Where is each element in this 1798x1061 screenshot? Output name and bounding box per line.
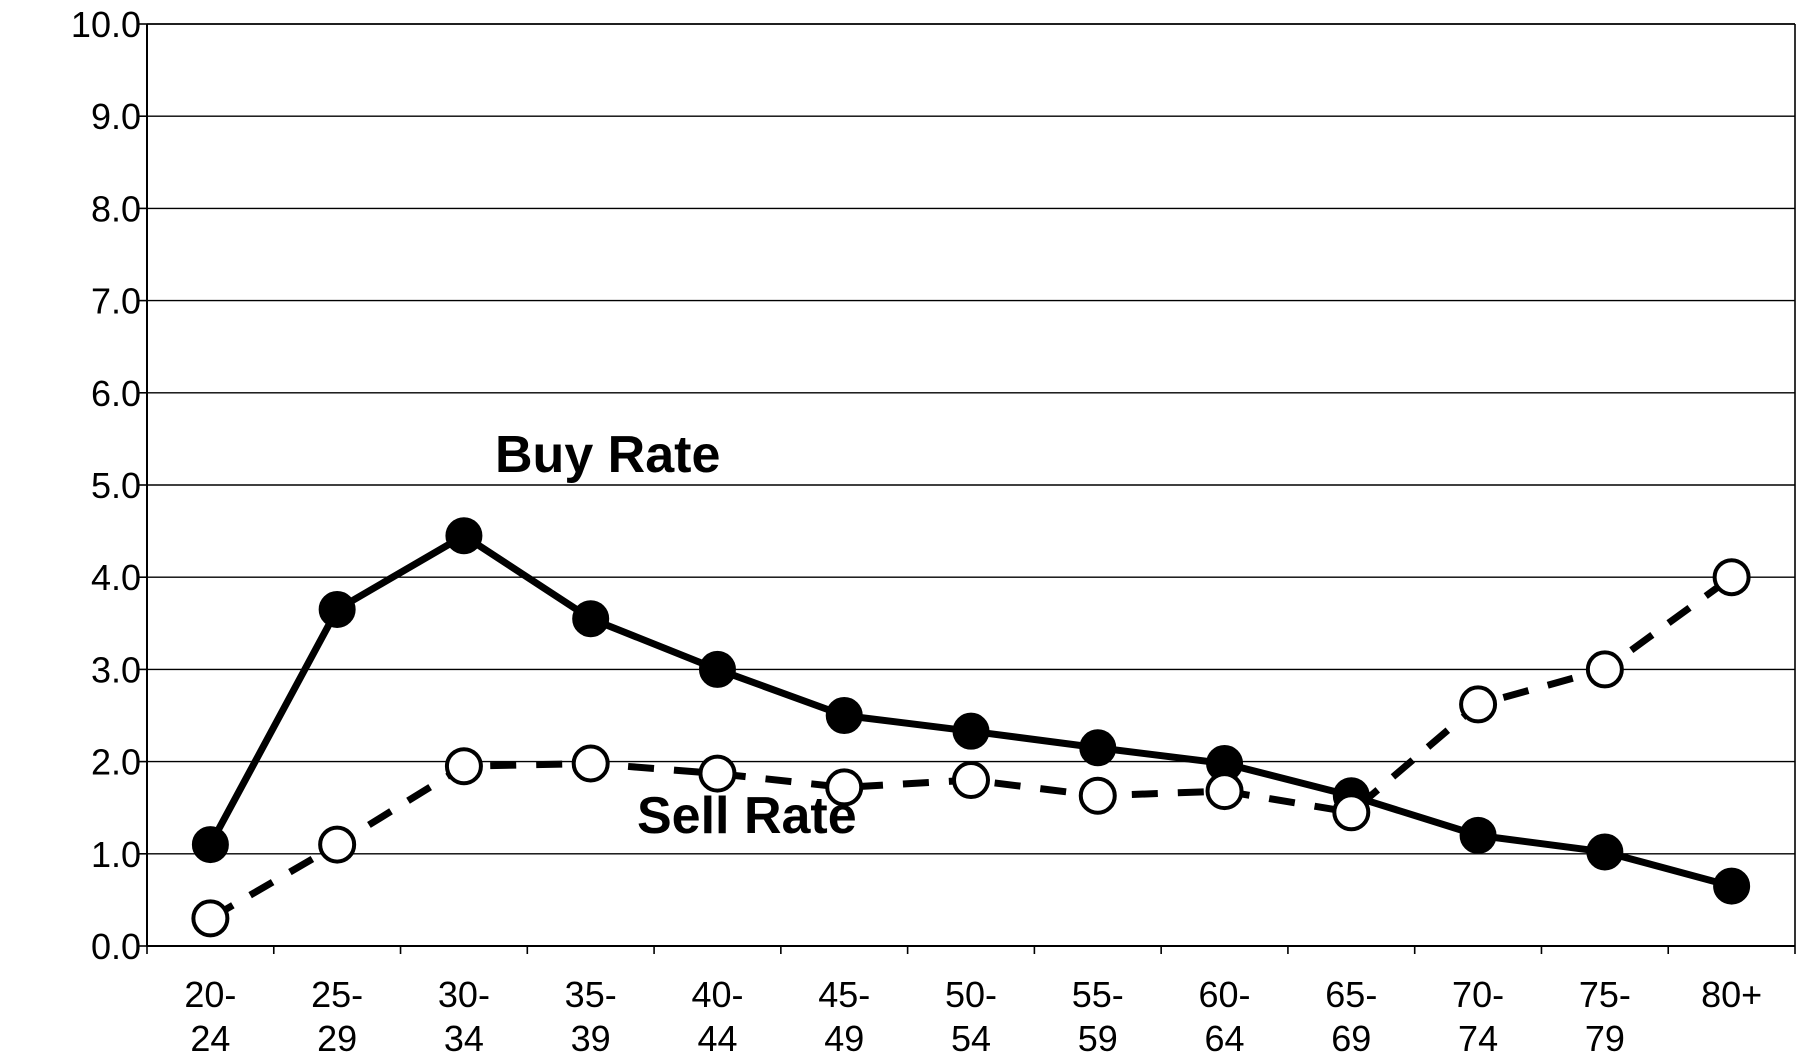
x-tick-label: 20-24 [184, 974, 236, 1056]
y-tick-label: 7.0 [91, 281, 141, 322]
data-point-sell-rate [1205, 772, 1244, 811]
x-tick-label-line: 50- [945, 974, 997, 1015]
x-tick-label: 65-69 [1325, 974, 1377, 1056]
x-tick-label-line: 79 [1585, 1018, 1625, 1056]
x-tick-label-line: 39 [571, 1018, 611, 1056]
y-tick-label: 6.0 [91, 373, 141, 414]
data-point-buy-rate [952, 712, 990, 750]
x-tick-label: 80+ [1701, 974, 1762, 1015]
data-point-sell-rate [571, 744, 610, 783]
x-tick-label: 25-29 [311, 974, 363, 1056]
data-point-buy-rate [572, 600, 610, 638]
x-tick-label-line: 70- [1452, 974, 1504, 1015]
x-tick-label-line: 65- [1325, 974, 1377, 1015]
x-tick-label: 70-74 [1452, 974, 1504, 1056]
y-tick-label: 3.0 [91, 649, 141, 690]
x-tick-label-line: 40- [691, 974, 743, 1015]
data-point-sell-rate [191, 899, 230, 938]
x-tick-label-line: 74 [1458, 1018, 1498, 1056]
x-tick-label: 35-39 [565, 974, 617, 1056]
data-point-buy-rate [318, 590, 356, 628]
data-point-buy-rate [1459, 816, 1497, 854]
x-tick-label: 40-44 [691, 974, 743, 1056]
x-tick-label: 50-54 [945, 974, 997, 1056]
data-point-sell-rate [1332, 793, 1371, 832]
x-tick-label-line: 54 [951, 1018, 991, 1056]
x-tick-label-line: 29 [317, 1018, 357, 1056]
data-point-buy-rate [445, 517, 483, 555]
data-point-sell-rate [318, 825, 357, 864]
series-label-buy-rate: Buy Rate [495, 426, 720, 484]
x-tick-label-line: 59 [1078, 1018, 1118, 1056]
x-tick-label-line: 20- [184, 974, 236, 1015]
data-point-buy-rate [698, 650, 736, 688]
y-tick-label: 8.0 [91, 188, 141, 229]
markers [191, 517, 1751, 938]
x-tick-label-line: 69 [1331, 1018, 1371, 1056]
data-point-buy-rate [191, 826, 229, 864]
series-label-sell-rate: Sell Rate [637, 787, 857, 845]
x-tick-label-line: 45- [818, 974, 870, 1015]
x-tick-label: 30-34 [438, 974, 490, 1056]
data-point-sell-rate [952, 761, 990, 800]
data-point-buy-rate [825, 697, 863, 734]
x-tick-label-line: 44 [697, 1018, 737, 1056]
x-tick-label: 60-64 [1199, 974, 1251, 1056]
x-tick-label-line: 60- [1199, 974, 1251, 1015]
x-tick-label-line: 80+ [1701, 974, 1762, 1015]
x-tick-label-line: 25- [311, 974, 363, 1015]
data-point-buy-rate [1079, 729, 1117, 767]
x-tick-label-line: 34 [444, 1018, 484, 1056]
x-tick-label: 45-49 [818, 974, 870, 1056]
y-tick-label: 9.0 [91, 96, 141, 137]
labels: 0.01.02.03.04.05.06.07.08.09.010.020-242… [71, 4, 1762, 1059]
y-tick-label: 4.0 [91, 557, 141, 598]
x-tick-label-line: 55- [1072, 974, 1124, 1015]
data-point-sell-rate [1459, 685, 1498, 724]
y-tick-label: 5.0 [91, 465, 141, 506]
data-point-buy-rate [1586, 833, 1624, 871]
data-point-sell-rate [444, 747, 483, 786]
data-point-sell-rate [1585, 650, 1624, 689]
x-tick-label-line: 64 [1205, 1018, 1245, 1056]
x-tick-label-line: 30- [438, 974, 490, 1015]
y-tick-label: 2.0 [91, 742, 141, 783]
axes [139, 23, 1796, 954]
x-tick-label-line: 24 [190, 1018, 230, 1056]
y-tick-label: 0.0 [91, 926, 141, 967]
y-tick-label: 10.0 [71, 4, 141, 45]
y-tick-label: 1.0 [91, 834, 141, 875]
x-tick-label: 75-79 [1579, 974, 1631, 1056]
data-point-sell-rate [825, 768, 864, 807]
x-tick-label-line: 49 [824, 1018, 864, 1056]
data-point-buy-rate [1713, 867, 1751, 905]
series-line-buy-rate [207, 532, 1733, 890]
x-tick-label-line: 35- [565, 974, 617, 1015]
x-tick-label-line: 75- [1579, 974, 1631, 1015]
data-point-sell-rate [698, 754, 737, 793]
data-point-sell-rate [1712, 558, 1751, 597]
x-tick-label: 55-59 [1072, 974, 1124, 1056]
data-point-sell-rate [1078, 776, 1117, 815]
